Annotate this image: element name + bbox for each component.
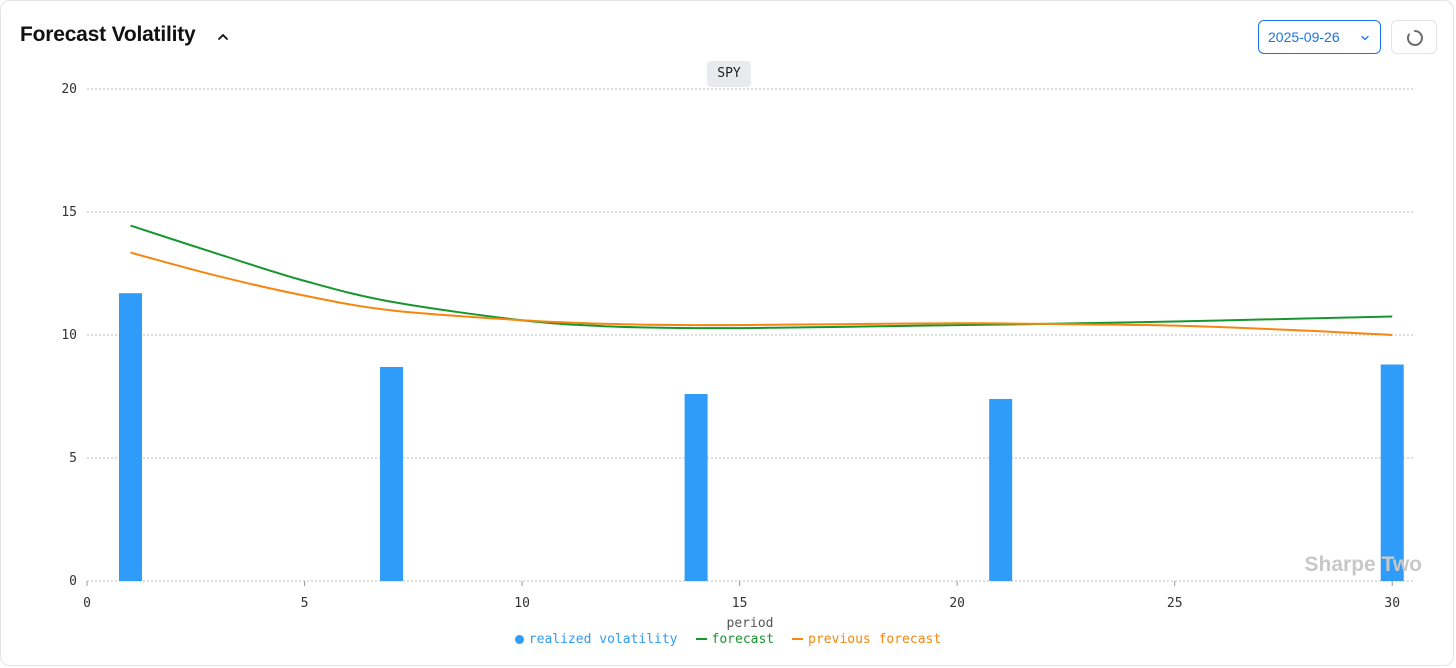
refresh-button[interactable]	[1391, 20, 1437, 54]
chevron-down-icon	[1361, 35, 1369, 41]
y-tick-label: 10	[61, 328, 77, 343]
ticks-layer: 0 5 10 15 20 0 5 10 15 20 25 30	[61, 82, 1400, 611]
x-tick-label: 25	[1167, 596, 1183, 611]
x-axis-label: period	[727, 616, 774, 631]
lines-layer	[130, 224, 1393, 336]
card-title: Forecast Volatility	[20, 23, 196, 46]
ticker-badge: SPY	[707, 61, 751, 87]
x-tick-label: 20	[949, 596, 965, 611]
y-tick-label: 15	[61, 205, 77, 220]
legend-swatch-previous	[792, 638, 804, 640]
realized-volatility-bar[interactable]	[119, 293, 143, 581]
watermark: Sharpe Two	[1305, 553, 1422, 576]
date-select[interactable]: 2025-09-26	[1258, 20, 1381, 54]
x-tick-label: 0	[83, 596, 91, 611]
legend-label-realized: realized volatility	[528, 631, 678, 647]
chevron-up-icon	[218, 34, 228, 40]
realized-volatility-bar[interactable]	[989, 398, 1013, 581]
forecast-line[interactable]	[130, 224, 1393, 330]
x-tick-label: 5	[301, 596, 309, 611]
realized-volatility-bar[interactable]	[380, 366, 404, 581]
bars-layer	[119, 293, 1404, 581]
legend-swatch-forecast	[695, 638, 707, 640]
loading-spinner-icon	[1406, 30, 1423, 46]
x-tick-label: 30	[1384, 596, 1400, 611]
x-tick-label: 15	[732, 596, 748, 611]
date-select-value: 2025-09-26	[1268, 29, 1340, 45]
realized-volatility-bar[interactable]	[1380, 364, 1404, 581]
legend-label-previous: previous forecast	[808, 631, 942, 647]
previous-forecast-line[interactable]	[130, 251, 1393, 336]
y-tick-label: 20	[61, 82, 77, 97]
grid-layer	[87, 88, 1414, 582]
y-tick-label: 0	[69, 574, 77, 589]
x-tick-label: 10	[514, 596, 530, 611]
chart-legend: realized volatility forecast previous fo…	[0, 629, 1456, 649]
realized-volatility-bar[interactable]	[684, 394, 708, 581]
legend-swatch-realized	[514, 634, 524, 644]
legend-item-realized[interactable]: realized volatility	[514, 629, 678, 649]
collapse-button[interactable]	[213, 27, 233, 47]
legend-item-forecast[interactable]: forecast	[695, 629, 775, 649]
legend-item-previous[interactable]: previous forecast	[792, 629, 941, 649]
legend-label-forecast: forecast	[711, 631, 775, 647]
y-tick-label: 5	[69, 451, 77, 466]
